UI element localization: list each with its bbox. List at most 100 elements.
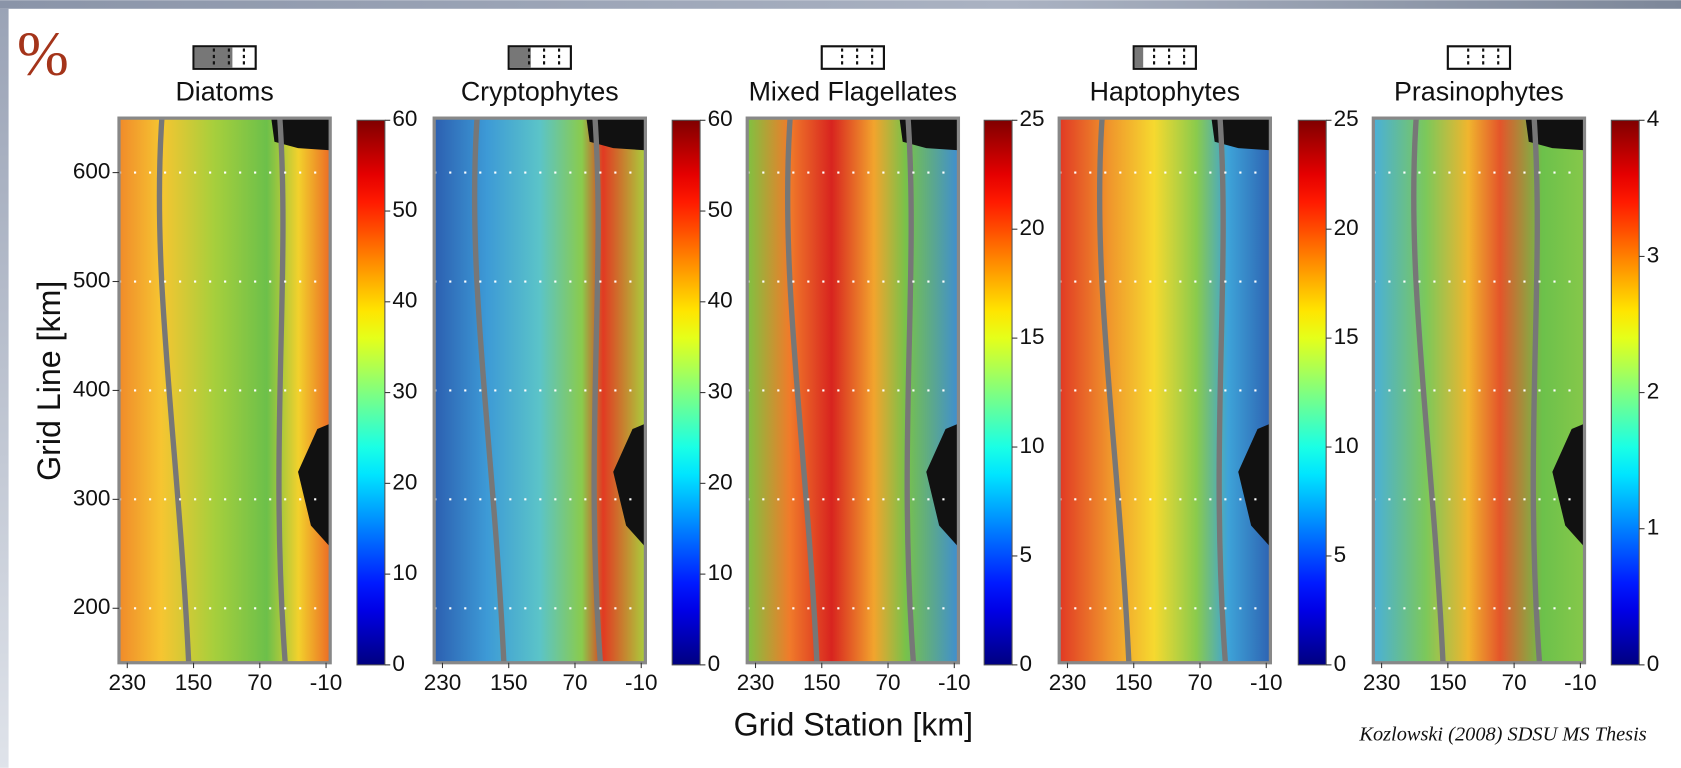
x-tick-label: 230 — [109, 670, 147, 695]
colorbar-tick-label: 5 — [1020, 542, 1033, 567]
colorbar-tick-label: 25 — [1334, 106, 1359, 131]
legend-icon — [820, 45, 885, 70]
coast-track — [471, 117, 507, 663]
colorbar-tick-label: 15 — [1020, 324, 1045, 349]
land — [1238, 423, 1271, 547]
y-tick-label: 200 — [73, 594, 111, 619]
colorbar — [983, 119, 1013, 666]
colorbar-tick-label: 1 — [1647, 515, 1660, 540]
legend-icon — [1132, 45, 1197, 70]
colorbar-tick-label: 0 — [1334, 651, 1347, 676]
x-tick-label: 150 — [1115, 670, 1153, 695]
colorbar-tick-label: 60 — [708, 106, 733, 131]
colorbar-tick-label: 60 — [392, 106, 417, 131]
legend-icon-fill — [1134, 47, 1144, 68]
y-axis-label: Grid Line [km] — [31, 281, 67, 481]
x-tick-label: 70 — [247, 670, 272, 695]
slide-band — [0, 8, 9, 768]
y-tick-label: 400 — [73, 376, 111, 401]
land — [899, 118, 959, 151]
land — [613, 423, 646, 547]
colorbar-tick-label: 30 — [392, 379, 417, 404]
x-tick-label: 230 — [1363, 670, 1401, 695]
x-tick-label: 150 — [1429, 670, 1467, 695]
colorbar-tick-label: 20 — [1334, 215, 1359, 240]
colorbar — [1610, 119, 1640, 666]
colorbar-tick-label: 0 — [1020, 651, 1033, 676]
colorbar-tick-label: 20 — [1020, 215, 1045, 240]
colorbar-tick-label: 40 — [708, 288, 733, 313]
coast-track — [1411, 117, 1446, 663]
colorbar-tick-label: 4 — [1647, 106, 1660, 131]
panel-title: Diatoms — [175, 77, 273, 107]
colorbar-tick-label: 20 — [392, 469, 417, 494]
colorbar-tick-label: 2 — [1647, 379, 1660, 404]
coast-track — [904, 117, 917, 663]
plot-frame — [432, 116, 647, 665]
x-tick-label: 150 — [490, 670, 528, 695]
x-tick-label: -10 — [1250, 670, 1283, 695]
legend-icon-fill — [509, 47, 531, 68]
plot-frame — [1371, 116, 1587, 665]
panel-title: Prasinophytes — [1394, 77, 1564, 107]
land — [1525, 118, 1585, 151]
panel-title: Haptophytes — [1090, 77, 1240, 107]
credit: Kozlowski (2008) SDSU MS Thesis — [1358, 723, 1646, 745]
coast-track — [1216, 117, 1229, 663]
x-axis-label: Grid Station [km] — [734, 707, 973, 743]
colorbar-tick-label: 10 — [708, 560, 733, 585]
coast-track — [1096, 117, 1132, 663]
y-tick-label: 500 — [73, 267, 111, 292]
x-tick-label: 150 — [803, 670, 841, 695]
y-tick-label: 300 — [73, 485, 111, 510]
colorbar — [1297, 119, 1327, 666]
x-tick-label: -10 — [1564, 670, 1597, 695]
x-tick-label: -10 — [625, 670, 658, 695]
x-tick-label: 230 — [737, 670, 775, 695]
colorbar-tick-label: 50 — [708, 197, 733, 222]
x-tick-label: 70 — [562, 670, 587, 695]
colorbar-tick-label: 15 — [1334, 324, 1359, 349]
land — [298, 423, 331, 547]
colorbar-tick-label: 10 — [392, 560, 417, 585]
x-tick-label: -10 — [310, 670, 343, 695]
legend-icon — [1446, 45, 1512, 70]
x-tick-label: -10 — [938, 670, 971, 695]
coast-track — [1530, 117, 1543, 663]
colorbar-tick-label: 10 — [1334, 433, 1359, 458]
colorbar-tick-label: 25 — [1020, 106, 1045, 131]
coast-track — [591, 117, 604, 663]
land — [1211, 118, 1271, 151]
colorbar-tick-label: 0 — [1647, 651, 1660, 676]
slide-band — [0, 0, 1681, 9]
y-tick-label: 600 — [73, 159, 111, 184]
colorbar — [356, 119, 386, 666]
x-tick-label: 70 — [1502, 670, 1527, 695]
coast-track — [784, 117, 820, 663]
colorbar-tick-label: 40 — [392, 288, 417, 313]
coast-track — [156, 117, 192, 663]
land — [271, 118, 331, 151]
x-tick-label: 150 — [175, 670, 213, 695]
percent-symbol: % — [17, 21, 69, 89]
colorbar-tick-label: 0 — [392, 651, 405, 676]
colorbar-tick-label: 50 — [392, 197, 417, 222]
colorbar-tick-label: 30 — [708, 379, 733, 404]
colorbar-tick-label: 3 — [1647, 242, 1660, 267]
x-tick-label: 70 — [876, 670, 901, 695]
plot-frame — [1057, 116, 1273, 665]
coast-track — [276, 117, 288, 663]
panel-title: Mixed Flagellates — [749, 77, 958, 107]
colorbar-tick-label: 5 — [1334, 542, 1347, 567]
plot-frame — [745, 116, 961, 665]
land — [586, 118, 646, 151]
land — [1552, 423, 1585, 547]
panel-title: Cryptophytes — [461, 77, 619, 107]
colorbar-tick-label: 20 — [708, 469, 733, 494]
colorbar — [671, 119, 701, 666]
colorbar-tick-label: 0 — [708, 651, 721, 676]
colorbar-tick-label: 10 — [1020, 433, 1045, 458]
x-tick-label: 70 — [1187, 670, 1212, 695]
land — [926, 423, 959, 547]
